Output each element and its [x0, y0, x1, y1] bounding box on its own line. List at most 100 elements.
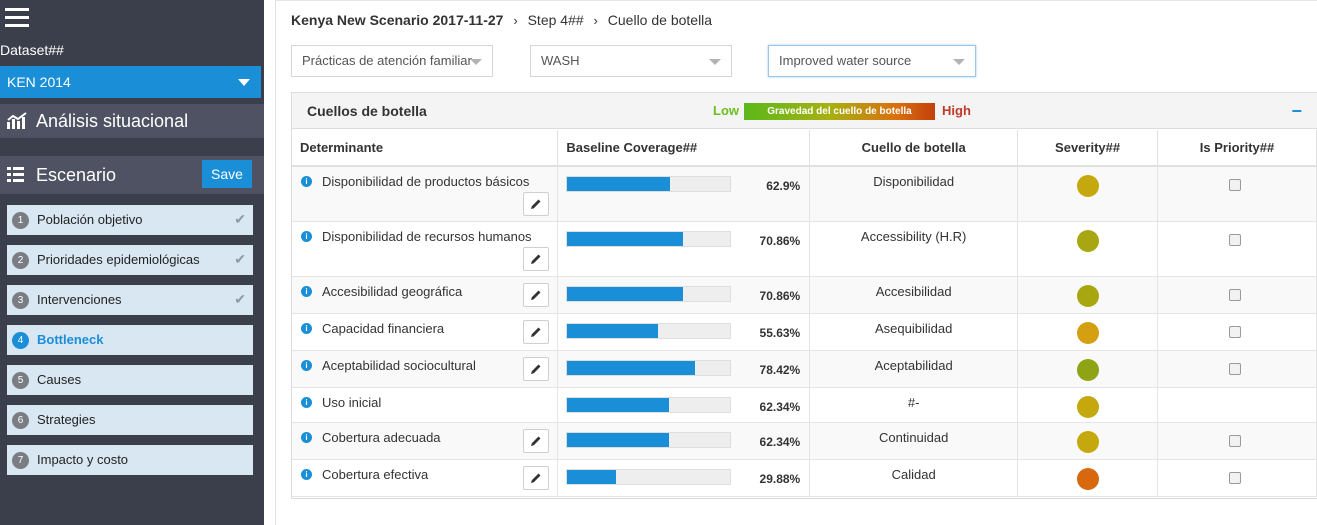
- severity-cell: [1017, 387, 1159, 423]
- determinante-label: Accesibilidad geográfica: [322, 283, 463, 299]
- coverage-value: 62.9%: [766, 179, 801, 193]
- coverage-value: 70.86%: [759, 288, 801, 303]
- pencil-icon: [531, 290, 541, 300]
- coverage-bar-fill: [567, 360, 696, 375]
- step-item[interactable]: 2 Prioridades epidemiológicas ✔: [7, 245, 253, 275]
- determinante-label: Disponibilidad de productos básicos: [322, 174, 530, 189]
- edit-button[interactable]: [523, 319, 550, 344]
- severity-cell: [1017, 422, 1159, 460]
- indicator-filter-value: Improved water source: [779, 53, 912, 68]
- priority-checkbox[interactable]: [1229, 434, 1242, 447]
- domain-filter-value: WASH: [541, 53, 580, 68]
- info-icon[interactable]: i: [301, 396, 312, 408]
- coverage-value: 55.63%: [759, 325, 801, 340]
- minus-icon[interactable]: −: [1291, 101, 1302, 121]
- dataset-label: Dataset##: [0, 42, 64, 58]
- header-baseline-coverage: Baseline Coverage##: [557, 130, 811, 167]
- determinante-cell: i Cobertura adecuada: [292, 422, 559, 460]
- scenario-section-header: Escenario Save: [0, 156, 264, 194]
- bottleneck-label: Calidad: [891, 466, 936, 482]
- edit-button[interactable]: [523, 192, 550, 216]
- header-bottleneck: Cuello de botella: [809, 130, 1019, 167]
- coverage-bar: [566, 359, 732, 376]
- legend-low-label: Low: [713, 103, 739, 118]
- chevron-right-icon: ›: [593, 13, 598, 28]
- caret-down-icon: [238, 79, 250, 86]
- info-icon[interactable]: i: [301, 285, 312, 297]
- caret-down-icon: [953, 59, 965, 65]
- step-label: Intervenciones: [37, 292, 122, 307]
- save-button[interactable]: Save: [202, 160, 252, 188]
- step-number: 6: [12, 412, 29, 429]
- priority-cell: [1157, 313, 1317, 351]
- dataset-value: KEN 2014: [7, 74, 71, 90]
- bottleneck-label: Aceptabilidad: [874, 357, 953, 373]
- severity-cell: [1017, 313, 1159, 351]
- priority-cell: [1157, 387, 1317, 423]
- edit-button[interactable]: [523, 465, 550, 490]
- priority-checkbox[interactable]: [1229, 325, 1242, 338]
- practice-filter-select[interactable]: Prácticas de atención familiar: [291, 45, 493, 77]
- priority-checkbox[interactable]: [1229, 471, 1242, 484]
- pencil-icon: [531, 473, 541, 483]
- info-icon[interactable]: i: [301, 322, 312, 334]
- determinante-cell: i Disponibilidad de productos básicos: [292, 166, 559, 222]
- indicator-filter-select[interactable]: Improved water source: [768, 45, 976, 77]
- step-item[interactable]: 7 Impacto y costo: [7, 445, 253, 475]
- breadcrumb-step[interactable]: Step 4##: [527, 12, 584, 28]
- breadcrumb: Kenya New Scenario 2017-11-27 › Step 4##…: [291, 12, 712, 28]
- coverage-bar-fill: [567, 323, 659, 338]
- determinante-label: Cobertura efectiva: [322, 466, 429, 482]
- priority-cell: [1157, 350, 1317, 388]
- priority-cell: [1157, 166, 1317, 222]
- hamburger-icon[interactable]: [5, 8, 29, 30]
- edit-button[interactable]: [523, 428, 550, 453]
- pencil-icon: [531, 254, 541, 264]
- step-number: 1: [12, 212, 29, 229]
- domain-filter-select[interactable]: WASH: [530, 45, 732, 77]
- priority-checkbox[interactable]: [1229, 362, 1242, 375]
- bottleneck-cell: Aceptabilidad: [809, 350, 1019, 388]
- coverage-bar: [566, 396, 732, 413]
- severity-cell: [1017, 350, 1159, 388]
- priority-checkbox[interactable]: [1229, 233, 1242, 246]
- step-item[interactable]: 3 Intervenciones ✔: [7, 285, 253, 315]
- step-item[interactable]: 6 Strategies: [7, 405, 253, 435]
- info-icon[interactable]: i: [301, 468, 312, 480]
- info-icon[interactable]: i: [301, 176, 312, 187]
- bottleneck-cell: Accesibilidad: [809, 276, 1019, 314]
- header-determinante: Determinante: [292, 130, 559, 167]
- header-priority: Is Priority##: [1157, 130, 1317, 167]
- analysis-section-header[interactable]: Análisis situacional: [0, 104, 264, 138]
- step-label: Strategies: [37, 412, 96, 427]
- coverage-cell: 62.34%: [557, 387, 811, 423]
- severity-indicator: [1077, 358, 1100, 381]
- step-item[interactable]: 1 Población objetivo ✔: [7, 205, 253, 235]
- priority-cell: [1157, 422, 1317, 460]
- edit-button[interactable]: [523, 282, 550, 307]
- info-icon[interactable]: i: [301, 359, 312, 371]
- step-label: Prioridades epidemiológicas: [37, 252, 200, 267]
- edit-button[interactable]: [523, 356, 550, 381]
- bottleneck-label: #-: [907, 394, 920, 410]
- determinante-cell: i Uso inicial: [292, 387, 559, 423]
- step-item[interactable]: 4 Bottleneck: [7, 325, 253, 355]
- severity-indicator: [1077, 321, 1100, 344]
- pencil-icon: [531, 327, 541, 337]
- severity-indicator: [1077, 395, 1100, 418]
- main-content: Kenya New Scenario 2017-11-27 › Step 4##…: [275, 0, 1317, 525]
- priority-checkbox[interactable]: [1229, 179, 1242, 191]
- priority-checkbox[interactable]: [1229, 288, 1242, 301]
- coverage-bar-fill: [567, 286, 683, 301]
- coverage-bar-fill: [567, 397, 669, 412]
- coverage-cell: 62.34%: [557, 422, 811, 460]
- edit-button[interactable]: [523, 246, 550, 271]
- coverage-value: 62.34%: [759, 434, 801, 449]
- info-icon[interactable]: i: [301, 230, 312, 242]
- breadcrumb-scenario[interactable]: Kenya New Scenario 2017-11-27: [291, 12, 504, 28]
- info-icon[interactable]: i: [301, 431, 312, 443]
- bottleneck-cell: #-: [809, 387, 1019, 423]
- step-item[interactable]: 5 Causes: [7, 365, 253, 395]
- dataset-select[interactable]: KEN 2014: [0, 66, 261, 98]
- coverage-value: 62.34%: [759, 399, 801, 414]
